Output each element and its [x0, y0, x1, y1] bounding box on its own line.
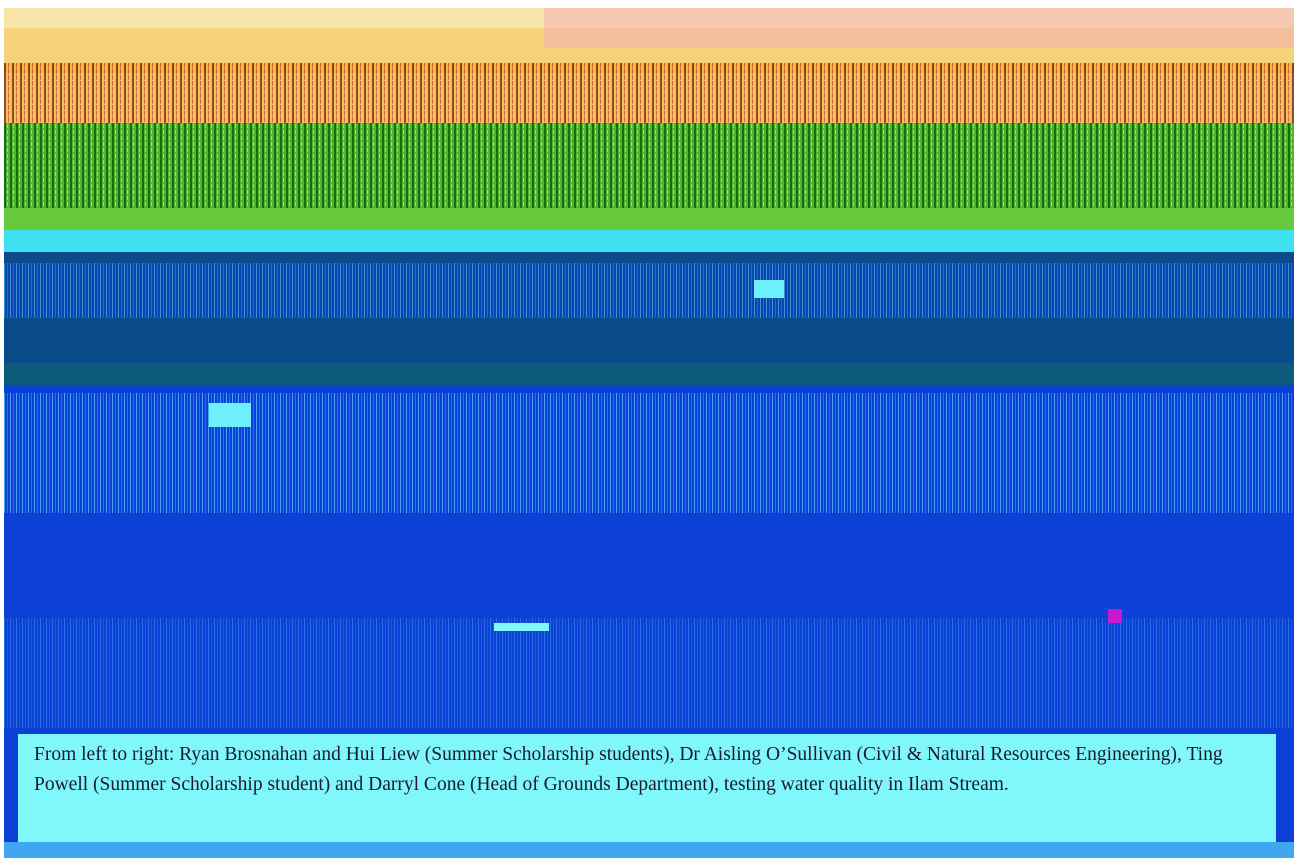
foliage-highlight: [4, 208, 1294, 230]
canopy-orange: [4, 63, 1294, 123]
canopy-pink-glow: [544, 8, 1294, 48]
bright-ripple-1: [209, 403, 251, 427]
bright-ripple-2: [754, 280, 784, 298]
bottom-strip: [4, 842, 1294, 858]
bright-ripple-3: [494, 623, 549, 631]
photo-artwork: [4, 8, 1294, 858]
bank-cyan: [4, 230, 1294, 252]
reflection-texture: [4, 263, 1294, 318]
stream-ripples: [4, 393, 1294, 513]
reflection-band: [4, 363, 1294, 385]
magenta-mark: [1108, 609, 1122, 623]
stream-ripples-lower: [4, 618, 1294, 728]
photo-caption: From left to right: Ryan Brosnahan and H…: [34, 744, 1223, 795]
stream-photo: [4, 8, 1294, 858]
caption-box: [18, 734, 1276, 842]
